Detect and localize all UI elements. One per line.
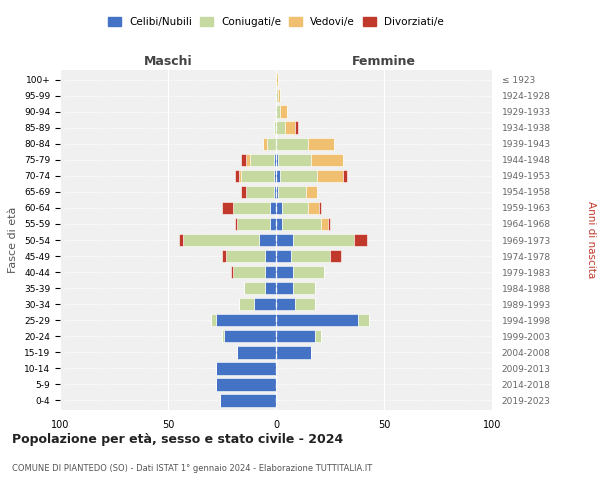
Legend: Celibi/Nubili, Coniugati/e, Vedovi/e, Divorziati/e: Celibi/Nubili, Coniugati/e, Vedovi/e, Di… xyxy=(105,14,447,30)
Bar xyxy=(211,314,215,326)
Text: Femmine: Femmine xyxy=(352,56,416,68)
Bar xyxy=(293,282,315,294)
Bar xyxy=(276,250,291,262)
Bar xyxy=(274,122,276,134)
Bar xyxy=(276,170,280,182)
Bar xyxy=(246,154,250,166)
Bar xyxy=(215,314,276,326)
Bar xyxy=(311,154,343,166)
Bar xyxy=(276,138,308,150)
Bar xyxy=(233,266,265,278)
Bar xyxy=(276,202,283,214)
Bar xyxy=(306,186,317,198)
Bar xyxy=(235,218,237,230)
Y-axis label: Fasce di età: Fasce di età xyxy=(8,207,19,273)
Bar xyxy=(283,202,308,214)
Bar xyxy=(284,122,295,134)
Bar xyxy=(222,330,224,342)
Bar xyxy=(235,170,239,182)
Bar xyxy=(330,250,341,262)
Bar xyxy=(179,234,183,246)
Bar xyxy=(315,330,322,342)
Bar xyxy=(233,202,269,214)
Bar xyxy=(265,266,276,278)
Bar xyxy=(237,346,276,358)
Bar xyxy=(254,298,276,310)
Bar xyxy=(239,170,241,182)
Bar xyxy=(358,314,369,326)
Bar xyxy=(276,154,278,166)
Bar xyxy=(276,330,315,342)
Bar xyxy=(269,202,276,214)
Bar xyxy=(343,170,347,182)
Bar xyxy=(241,170,274,182)
Bar xyxy=(274,154,276,166)
Text: COMUNE DI PIANTEDO (SO) - Dati ISTAT 1° gennaio 2024 - Elaborazione TUTTITALIA.I: COMUNE DI PIANTEDO (SO) - Dati ISTAT 1° … xyxy=(12,464,372,473)
Bar xyxy=(291,250,330,262)
Bar xyxy=(226,250,265,262)
Bar xyxy=(276,346,311,358)
Bar xyxy=(276,234,293,246)
Bar xyxy=(269,218,276,230)
Bar xyxy=(250,154,274,166)
Bar xyxy=(276,298,295,310)
Bar xyxy=(295,122,298,134)
Bar xyxy=(295,298,315,310)
Bar xyxy=(308,138,334,150)
Bar xyxy=(274,170,276,182)
Bar xyxy=(265,250,276,262)
Text: Maschi: Maschi xyxy=(143,56,193,68)
Bar xyxy=(293,234,354,246)
Bar xyxy=(183,234,259,246)
Bar xyxy=(322,218,328,230)
Bar xyxy=(276,186,278,198)
Bar xyxy=(224,330,276,342)
Bar xyxy=(293,266,323,278)
Bar xyxy=(237,218,269,230)
Bar xyxy=(263,138,268,150)
Bar xyxy=(230,266,233,278)
Bar xyxy=(268,138,276,150)
Bar xyxy=(220,394,276,406)
Text: Popolazione per età, sesso e stato civile - 2024: Popolazione per età, sesso e stato civil… xyxy=(12,432,343,446)
Bar xyxy=(222,202,233,214)
Bar xyxy=(276,218,283,230)
Bar xyxy=(280,170,317,182)
Bar xyxy=(274,186,276,198)
Bar xyxy=(239,298,254,310)
Bar xyxy=(283,218,322,230)
Bar xyxy=(244,282,265,294)
Bar xyxy=(317,170,343,182)
Text: Anni di nascita: Anni di nascita xyxy=(586,202,596,278)
Bar xyxy=(354,234,367,246)
Bar xyxy=(259,234,276,246)
Bar xyxy=(215,378,276,390)
Bar xyxy=(276,314,358,326)
Bar xyxy=(265,282,276,294)
Bar xyxy=(276,74,278,86)
Bar xyxy=(241,154,246,166)
Bar xyxy=(246,186,274,198)
Bar xyxy=(241,186,246,198)
Bar xyxy=(276,106,280,118)
Bar xyxy=(280,106,287,118)
Bar xyxy=(276,122,284,134)
Bar xyxy=(328,218,330,230)
Bar xyxy=(278,90,280,102)
Bar xyxy=(319,202,322,214)
Bar xyxy=(215,362,276,374)
Bar xyxy=(278,186,306,198)
Bar xyxy=(276,282,293,294)
Bar xyxy=(276,266,293,278)
Bar xyxy=(278,154,311,166)
Bar xyxy=(308,202,319,214)
Bar xyxy=(276,90,278,102)
Bar xyxy=(222,250,226,262)
